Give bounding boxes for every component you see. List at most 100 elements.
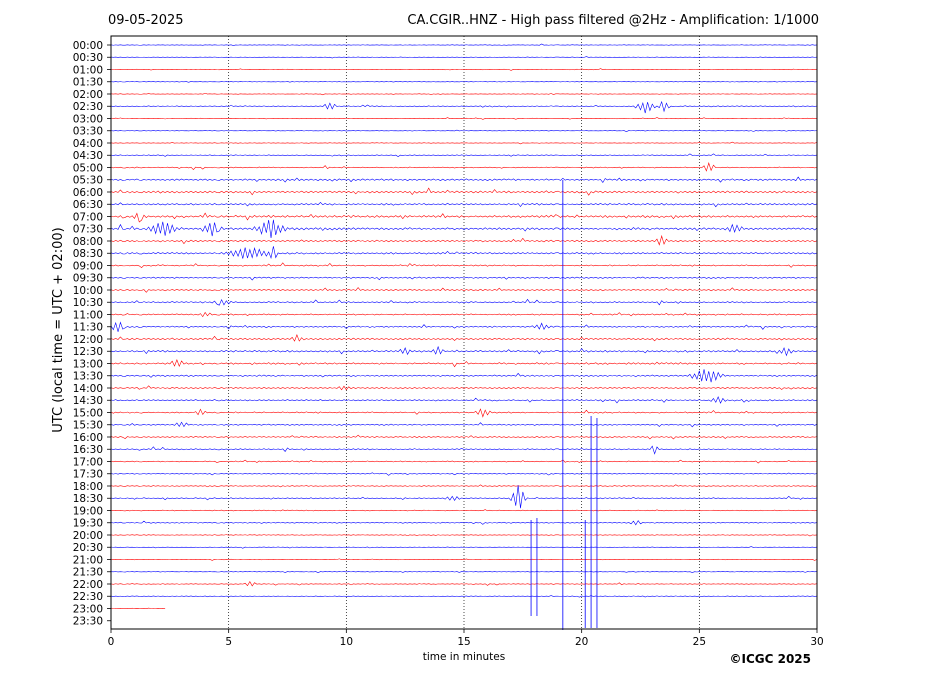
seismic-trace xyxy=(110,434,818,440)
y-tick-label: 06:30 xyxy=(73,199,103,211)
y-tick-label: 18:30 xyxy=(73,493,103,505)
seismic-trace xyxy=(110,276,818,281)
y-tick-label: 17:30 xyxy=(73,469,103,481)
y-tick-label: 21:30 xyxy=(73,567,103,579)
seismic-trace xyxy=(110,92,818,96)
y-tick-label: 19:00 xyxy=(73,505,103,517)
seismic-trace xyxy=(110,546,818,549)
seismic-trace xyxy=(110,187,818,196)
y-tick-label: 00:00 xyxy=(73,40,103,52)
y-tick-label: 16:00 xyxy=(73,432,103,444)
seismic-trace xyxy=(110,396,818,404)
seismic-trace xyxy=(110,298,818,306)
copyright-label: ©ICGC 2025 xyxy=(729,652,811,666)
y-tick-label: 05:00 xyxy=(73,162,103,174)
y-tick-label: 08:30 xyxy=(73,248,103,260)
seismic-trace xyxy=(110,520,818,526)
seismic-trace xyxy=(110,408,818,418)
x-tick-label: 15 xyxy=(457,636,470,648)
seismic-trace xyxy=(110,484,818,488)
y-tick-label: 03:00 xyxy=(73,113,103,125)
y-tick-label: 15:00 xyxy=(73,407,103,419)
y-tick-label: 09:00 xyxy=(73,260,103,272)
seismic-trace xyxy=(110,534,818,537)
seismic-trace xyxy=(110,509,818,512)
seismic-trace xyxy=(110,472,818,476)
seismic-trace xyxy=(110,141,818,145)
seismic-trace xyxy=(110,287,818,293)
seismic-trace xyxy=(110,43,818,46)
x-tick-label: 25 xyxy=(693,636,706,648)
y-tick-label: 21:00 xyxy=(73,554,103,566)
seismic-trace xyxy=(110,56,818,59)
seismic-trace xyxy=(110,581,818,587)
y-axis-label: UTC (local time = UTC + 02:00) xyxy=(51,227,66,432)
seismic-trace xyxy=(110,219,818,239)
seismic-trace xyxy=(110,81,818,83)
y-tick-label: 01:00 xyxy=(73,64,103,76)
y-tick-label: 11:30 xyxy=(73,322,103,334)
y-tick-label: 13:30 xyxy=(73,371,103,383)
y-tick-label: 16:30 xyxy=(73,444,103,456)
y-tick-label: 14:30 xyxy=(73,395,103,407)
y-tick-label: 07:30 xyxy=(73,224,103,236)
y-tick-label: 12:00 xyxy=(73,334,103,346)
seismic-trace xyxy=(110,262,818,268)
seismic-trace xyxy=(110,153,818,157)
y-tick-label: 17:00 xyxy=(73,456,103,468)
y-tick-label: 13:00 xyxy=(73,358,103,370)
y-tick-label: 18:00 xyxy=(73,481,103,493)
seismic-trace xyxy=(110,129,818,132)
y-tick-label: 09:30 xyxy=(73,273,103,285)
seismic-trace xyxy=(110,607,166,610)
y-tick-label: 11:00 xyxy=(73,309,103,321)
y-tick-label: 04:00 xyxy=(73,138,103,150)
y-tick-label: 02:00 xyxy=(73,89,103,101)
y-tick-label: 07:00 xyxy=(73,211,103,223)
seismic-trace xyxy=(110,68,818,71)
seismic-trace xyxy=(110,321,818,332)
seismic-trace xyxy=(110,369,818,383)
y-tick-label: 22:30 xyxy=(73,591,103,603)
y-tick-label: 05:30 xyxy=(73,175,103,187)
seismic-trace xyxy=(110,311,818,318)
y-tick-label: 04:30 xyxy=(73,150,103,162)
y-tick-label: 10:00 xyxy=(73,285,103,297)
seismic-trace xyxy=(110,459,818,464)
y-tick-label: 22:00 xyxy=(73,579,103,591)
y-tick-label: 06:00 xyxy=(73,187,103,199)
y-tick-label: 15:30 xyxy=(73,420,103,432)
chart-title: CA.CGIR..HNZ - High pass filtered @2Hz -… xyxy=(407,13,819,28)
y-tick-label: 14:00 xyxy=(73,383,103,395)
x-tick-label: 30 xyxy=(810,636,823,648)
seismic-trace xyxy=(110,162,818,172)
y-tick-label: 20:00 xyxy=(73,530,103,542)
y-tick-label: 01:30 xyxy=(73,77,103,89)
x-tick-label: 20 xyxy=(575,636,588,648)
y-tick-label: 10:30 xyxy=(73,297,103,309)
y-tick-label: 12:30 xyxy=(73,346,103,358)
x-tick-label: 5 xyxy=(225,636,232,648)
seismic-trace xyxy=(110,445,818,455)
seismic-trace xyxy=(110,234,818,246)
seismic-trace xyxy=(110,571,818,573)
y-tick-label: 02:30 xyxy=(73,101,103,113)
y-tick-label: 23:00 xyxy=(73,603,103,615)
seismic-trace xyxy=(110,359,818,368)
seismic-trace xyxy=(110,246,818,260)
seismic-trace xyxy=(110,345,818,357)
seismic-trace xyxy=(110,100,818,114)
y-tick-label: 23:30 xyxy=(73,616,103,628)
seismic-trace xyxy=(110,176,818,184)
y-tick-label: 03:30 xyxy=(73,126,103,138)
seismic-trace xyxy=(110,117,818,120)
seismic-trace xyxy=(110,558,818,561)
seismic-trace xyxy=(110,201,818,208)
seismic-trace xyxy=(110,385,818,391)
y-tick-label: 00:30 xyxy=(73,52,103,64)
seismic-trace xyxy=(110,334,818,342)
y-tick-label: 20:30 xyxy=(73,542,103,554)
x-tick-label: 0 xyxy=(108,636,115,648)
x-axis-label: time in minutes xyxy=(423,651,505,663)
